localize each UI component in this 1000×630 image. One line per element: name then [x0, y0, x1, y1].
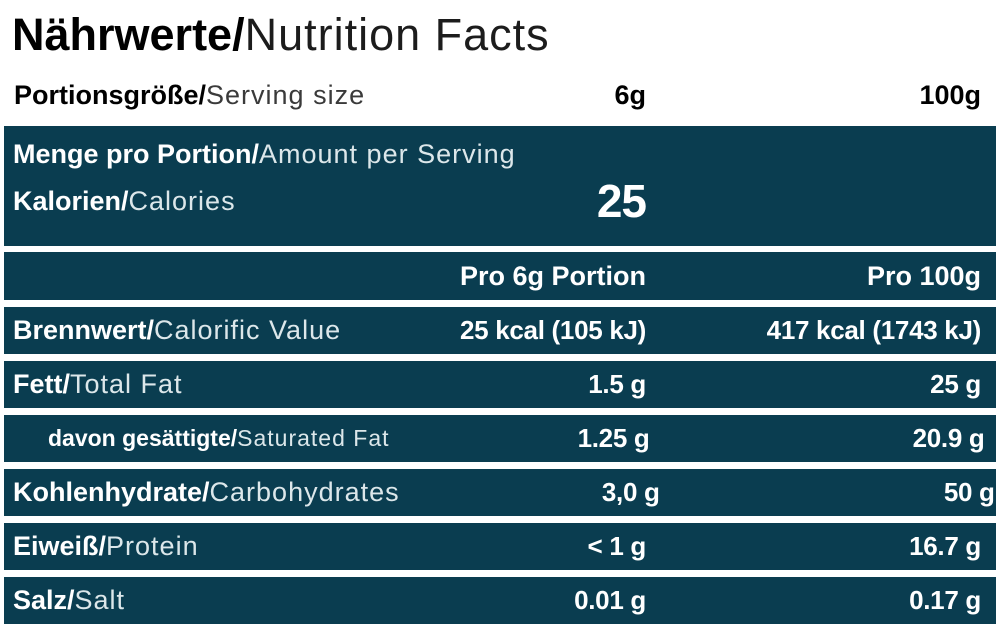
title-english: Nutrition Facts	[244, 9, 550, 60]
nutrient-row: Eiweiß/Protein < 1 g 16.7 g	[4, 523, 996, 570]
calories-label-german: Kalorien/	[13, 185, 129, 216]
nutrient-label: Eiweiß/Protein	[4, 531, 386, 562]
page-title: Nährwerte/Nutrition Facts	[0, 0, 1000, 62]
calories-value: 25	[596, 175, 647, 227]
nutrient-label-german: Eiweiß/	[13, 531, 107, 561]
nutrient-label-english: Saturated Fat	[237, 425, 390, 451]
serving-size-label: Portionsgröße/Serving size	[4, 80, 386, 111]
nutrient-label-german: Kohlenhydrate/	[13, 477, 210, 507]
nutrient-label-english: Carbohydrates	[209, 477, 400, 507]
nutrient-label: Salz/Salt	[4, 585, 386, 616]
nutrient-label-german: Salz/	[13, 585, 75, 615]
nutrient-value-per-serving: 3,0 g	[601, 477, 660, 507]
nutrient-row: Kohlenhydrate/Carbohydrates 3,0 g 50 g	[4, 469, 996, 516]
nutrient-label-english: Salt	[74, 585, 126, 615]
nutrient-label: Kohlenhydrate/Carbohydrates	[4, 477, 400, 508]
nutrient-label-german: Fett/	[13, 369, 70, 399]
nutrient-label-english: Total Fat	[70, 369, 183, 399]
nutrient-value-per-serving: < 1 g	[587, 531, 647, 561]
serving-size-label-english: Serving size	[206, 79, 366, 110]
nutrient-label-german: Brennwert/	[13, 315, 155, 345]
nutrient-value-per-serving: 25 kcal (105 kJ)	[459, 315, 646, 345]
calories-label-english: Calories	[128, 185, 236, 216]
title-german: Nährwerte/	[12, 9, 245, 60]
nutrient-value-per-100g: 50 g	[943, 477, 995, 507]
amount-per-serving-line: Menge pro Portion/Amount per Serving	[4, 126, 996, 170]
nutrient-label: Brennwert/Calorific Value	[4, 315, 386, 346]
nutrient-row: Salz/Salt 0.01 g 0.17 g	[4, 577, 996, 624]
nutrient-label-german: davon gesättigte/	[48, 425, 238, 451]
nutrient-value-per-100g: 0.17 g	[909, 585, 981, 615]
nutrient-row: Fett/Total Fat 1.5 g 25 g	[4, 361, 996, 408]
calories-label: Kalorien/Calories	[4, 186, 386, 217]
amount-label-german: Menge pro Portion/	[13, 139, 259, 169]
serving-size-label-german: Portionsgröße/	[14, 79, 207, 110]
serving-size-value: 6g	[614, 79, 646, 110]
nutrient-value-per-100g: 417 kcal (1743 kJ)	[766, 315, 982, 345]
nutrient-value-per-100g: 16.7 g	[909, 531, 981, 561]
nutrient-label: davon gesättigte/Saturated Fat	[4, 425, 390, 452]
nutrient-row: davon gesättigte/Saturated Fat 1.25 g 20…	[4, 415, 996, 462]
column-header-per-serving: Pro 6g Portion	[459, 260, 646, 291]
nutrient-row: Brennwert/Calorific Value 25 kcal (105 k…	[4, 307, 996, 354]
nutrient-value-per-100g: 25 g	[930, 369, 981, 399]
nutrient-label: Fett/Total Fat	[4, 369, 386, 400]
amount-per-serving-band: Menge pro Portion/Amount per Serving Kal…	[4, 126, 996, 246]
column-header-per-100g: Pro 100g	[866, 260, 981, 291]
nutrient-value-per-100g: 20.9 g	[912, 423, 985, 453]
reference-size-value: 100g	[919, 79, 981, 110]
nutrient-rows: Brennwert/Calorific Value 25 kcal (105 k…	[0, 307, 1000, 624]
nutrient-label-english: Protein	[106, 531, 199, 561]
serving-size-row: Portionsgröße/Serving size 6g 100g	[4, 76, 996, 114]
nutrient-label-english: Calorific Value	[154, 315, 342, 345]
column-header-row: Pro 6g Portion Pro 100g	[4, 252, 996, 300]
nutrient-value-per-serving: 1.25 g	[577, 423, 650, 453]
nutrient-value-per-serving: 1.5 g	[588, 369, 646, 399]
calories-line: Kalorien/Calories 25	[4, 178, 996, 224]
nutrient-value-per-serving: 0.01 g	[574, 585, 646, 615]
amount-label-english: Amount per Serving	[259, 139, 516, 169]
